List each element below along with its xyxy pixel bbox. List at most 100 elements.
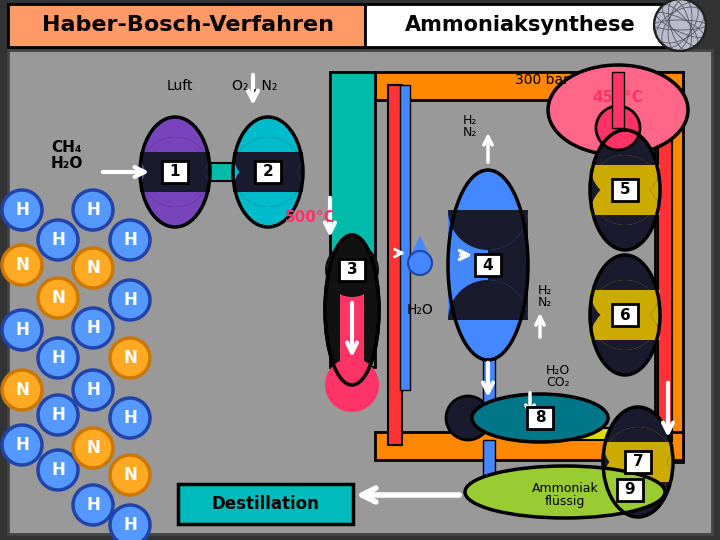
Text: H: H [15,436,29,454]
Bar [530,428,670,440]
Bar [268,152,303,192]
Text: N₂: N₂ [538,296,552,309]
Wedge shape [590,305,660,340]
Wedge shape [603,447,673,482]
Circle shape [38,450,78,490]
Wedge shape [233,152,303,187]
Circle shape [73,485,113,525]
Bar [638,442,673,482]
Text: H: H [51,349,65,367]
Bar [339,259,365,281]
Bar [655,72,683,462]
Text: N: N [123,349,137,367]
Wedge shape [590,165,660,200]
Wedge shape [233,137,303,207]
Text: O₂ , N₂: O₂ , N₂ [233,79,278,93]
Text: 5: 5 [620,183,630,198]
Text: 7: 7 [633,455,643,469]
Wedge shape [140,157,210,192]
Bar [612,72,624,128]
Text: Ammoniak: Ammoniak [531,483,598,496]
Wedge shape [590,180,660,215]
Circle shape [110,280,150,320]
Text: 3: 3 [347,262,357,278]
Text: Luft: Luft [167,79,193,93]
Wedge shape [140,157,210,192]
Circle shape [446,396,490,440]
Circle shape [73,190,113,230]
Text: H: H [123,409,137,427]
Circle shape [2,190,42,230]
Bar [375,432,683,460]
Bar [330,72,375,367]
Text: H: H [86,319,100,337]
Wedge shape [590,290,660,325]
Bar [375,72,683,100]
Bar [388,85,402,445]
Bar [340,270,364,385]
Wedge shape [590,155,660,225]
Bar [400,85,410,390]
Text: N: N [15,256,29,274]
Circle shape [73,370,113,410]
Wedge shape [140,137,210,207]
Bar [527,407,553,429]
Bar [612,179,638,201]
Bar [175,152,210,192]
Text: 4: 4 [482,258,493,273]
Text: CO₂: CO₂ [546,376,570,389]
Wedge shape [448,210,528,250]
Text: H: H [123,291,137,309]
Circle shape [408,251,432,275]
Circle shape [2,425,42,465]
Circle shape [2,245,42,285]
Text: H: H [51,231,65,249]
Text: H: H [51,461,65,479]
Text: Ammoniaksynthese: Ammoniaksynthese [405,15,635,35]
Circle shape [654,0,706,51]
Ellipse shape [465,466,665,518]
Text: CH₄: CH₄ [52,139,82,154]
Bar [233,152,303,192]
Text: H₂: H₂ [538,284,552,296]
Wedge shape [590,165,660,200]
Bar [255,161,281,183]
Wedge shape [590,305,660,340]
Bar [590,290,660,340]
Circle shape [73,428,113,468]
Wedge shape [140,152,210,187]
Text: 8: 8 [535,410,545,426]
Wedge shape [140,137,210,207]
Text: 9: 9 [625,483,635,497]
Bar [603,442,673,482]
Ellipse shape [590,255,660,375]
Ellipse shape [325,358,379,412]
Bar [483,440,495,505]
Text: H₂: H₂ [463,113,477,126]
Circle shape [110,338,150,378]
Wedge shape [603,427,673,497]
Bar [625,290,660,340]
Ellipse shape [448,170,528,360]
Text: H: H [86,381,100,399]
Wedge shape [233,137,303,207]
Ellipse shape [233,117,303,227]
Text: H₂O: H₂O [51,156,84,171]
Text: H₂O: H₂O [546,363,570,376]
Text: H: H [15,321,29,339]
Ellipse shape [548,65,688,155]
Ellipse shape [140,117,210,227]
Wedge shape [590,280,660,350]
Circle shape [38,220,78,260]
Bar [475,254,501,276]
Wedge shape [140,152,210,187]
Text: H: H [51,406,65,424]
Ellipse shape [590,130,660,250]
Text: Destillation: Destillation [211,495,319,513]
Bar [625,451,651,473]
Wedge shape [590,280,660,350]
Text: flüssig: flüssig [545,495,585,508]
Text: 1: 1 [170,165,180,179]
Bar [625,165,660,215]
Bar [483,355,495,420]
